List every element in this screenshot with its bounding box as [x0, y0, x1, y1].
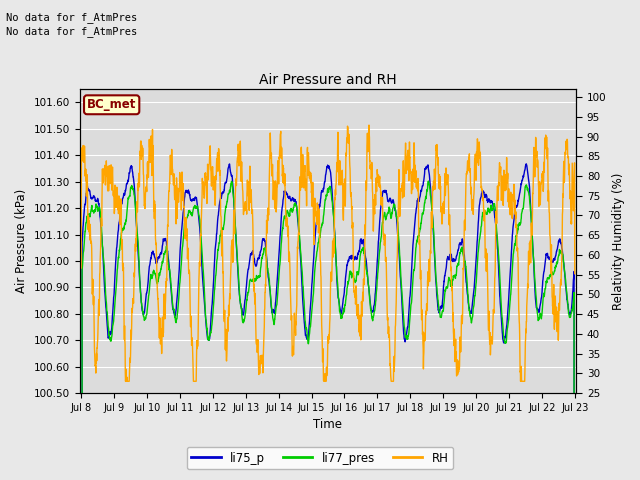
- Title: Air Pressure and RH: Air Pressure and RH: [259, 72, 397, 86]
- Text: No data for f_AtmPres: No data for f_AtmPres: [6, 12, 138, 23]
- Y-axis label: Air Pressure (kPa): Air Pressure (kPa): [15, 189, 28, 293]
- Text: No data for f_AtmPres: No data for f_AtmPres: [6, 26, 138, 37]
- Y-axis label: Relativity Humidity (%): Relativity Humidity (%): [612, 172, 625, 310]
- Legend: li75_p, li77_pres, RH: li75_p, li77_pres, RH: [187, 447, 453, 469]
- X-axis label: Time: Time: [314, 419, 342, 432]
- Text: BC_met: BC_met: [87, 98, 136, 111]
